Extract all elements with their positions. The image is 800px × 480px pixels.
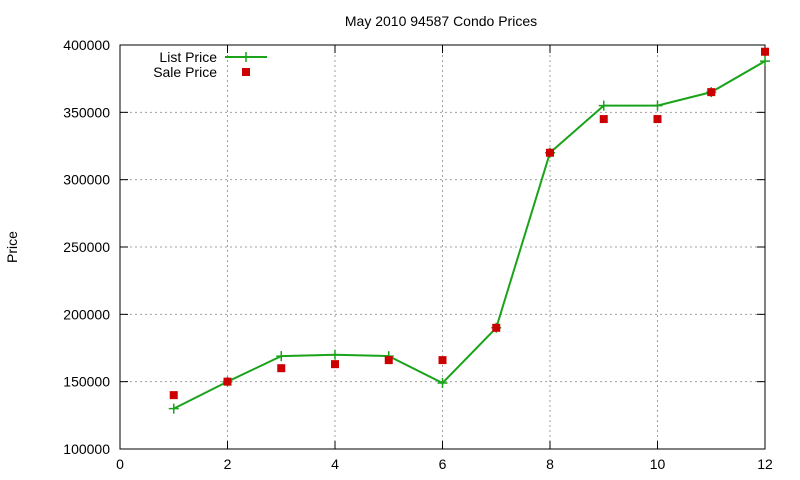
axis-ticks: 100000 150000 200000 250000 300000 350000 4000… [63, 37, 773, 472]
x-tick-label: 4 [331, 456, 339, 472]
y-tick-label: 400000 [63, 37, 110, 53]
x-tick-label: 8 [546, 456, 554, 472]
list-price-point [276, 351, 287, 362]
y-tick-label: 250000 [63, 239, 110, 255]
sale-price-point [169, 391, 178, 400]
sale-price-point [331, 360, 339, 369]
series-0 [168, 56, 770, 414]
x-tick-label: 6 [439, 456, 447, 472]
y-tick-label: 100000 [63, 441, 110, 457]
series-1 [169, 47, 769, 400]
y-axis-label: Price [4, 231, 20, 263]
x-tick-label: 0 [116, 456, 124, 472]
y-tick-label: 200000 [63, 306, 110, 322]
series-layer [168, 47, 770, 414]
grid-lines [120, 45, 765, 449]
y-tick-label: 150000 [63, 374, 110, 390]
x-tick-label: 12 [757, 456, 773, 472]
sale-price-point [277, 364, 286, 373]
sale-price-point [707, 88, 716, 97]
sale-price-point [653, 115, 662, 124]
x-tick-label: 2 [224, 456, 232, 472]
legend-label: List Price [159, 49, 217, 65]
list-price-point [330, 349, 340, 360]
sale-price-point [761, 47, 769, 56]
list-price-point [760, 56, 770, 67]
y-tick-label: 350000 [63, 104, 110, 120]
y-tick-label: 300000 [63, 172, 110, 188]
list-price-line [173, 60, 766, 410]
sale-price-point [384, 356, 393, 365]
list-price-point [652, 100, 663, 111]
sale-price-point [492, 323, 501, 332]
chart-title: May 2010 94587 Condo Prices [345, 13, 537, 29]
legend-plus-marker [241, 52, 251, 62]
sale-price-point [599, 115, 608, 124]
list-price-point [437, 378, 448, 389]
legend-label: Sale Price [153, 64, 217, 80]
sale-price-point [223, 377, 232, 386]
sale-price-point [438, 356, 447, 365]
legend-square-marker [242, 68, 250, 76]
list-price-point [598, 100, 609, 111]
list-price-point [168, 403, 179, 414]
sale-price-point [546, 148, 554, 157]
x-tick-label: 10 [650, 456, 666, 472]
